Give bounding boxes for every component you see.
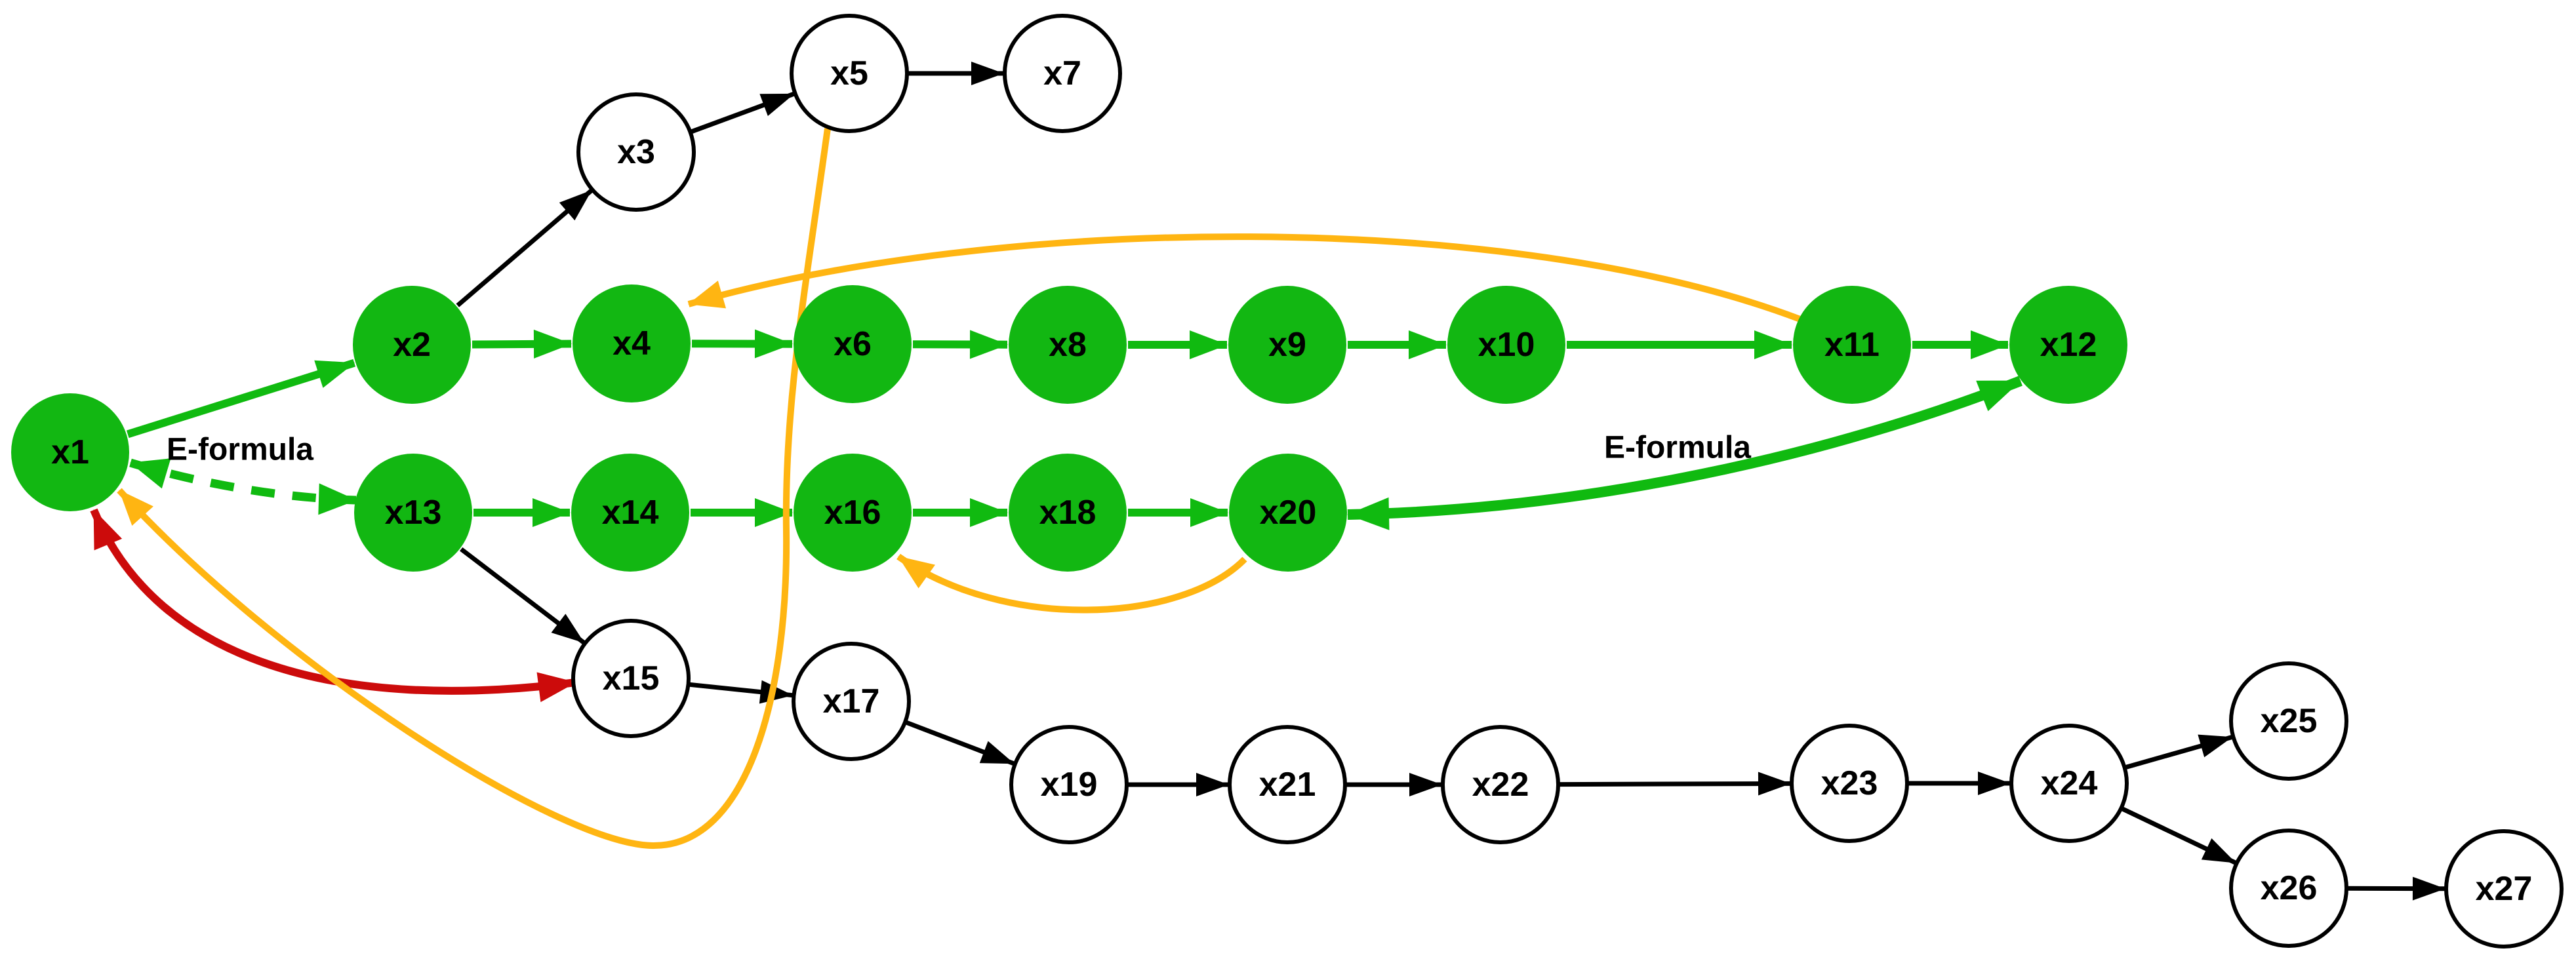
node-circle-x19 xyxy=(1009,725,1129,844)
node-circle-x12 xyxy=(2009,286,2127,404)
edge-x20-x12 xyxy=(1347,376,2023,530)
node-x6: x6 xyxy=(794,285,912,403)
node-label-x27: x27 xyxy=(2476,870,2533,908)
node-label-x9: x9 xyxy=(1268,326,1306,364)
node-circle-x18 xyxy=(1009,454,1127,572)
node-circle-x14 xyxy=(571,454,689,572)
node-x23: x23 xyxy=(1790,724,1909,843)
node-x12: x12 xyxy=(2009,286,2127,404)
node-label-x2: x2 xyxy=(393,326,431,364)
edge-label-x20-x12: E-formula xyxy=(1604,431,1751,465)
node-circle-x26 xyxy=(2229,829,2348,948)
node-x3: x3 xyxy=(576,92,696,212)
edge-x24-x25 xyxy=(2125,734,2233,770)
node-circle-x5 xyxy=(790,14,909,133)
edge-label-x1-x13: E-formula xyxy=(167,433,313,467)
node-label-x6: x6 xyxy=(834,325,872,363)
node-label-x4: x4 xyxy=(613,324,651,362)
node-circle-x20 xyxy=(1229,454,1347,572)
node-x11: x11 xyxy=(1793,286,1911,404)
node-label-x17: x17 xyxy=(823,682,880,720)
node-label-x23: x23 xyxy=(1821,764,1878,802)
node-x25: x25 xyxy=(2229,661,2348,781)
node-circle-x21 xyxy=(1228,725,1347,844)
node-label-x7: x7 xyxy=(1043,54,1081,92)
edge-x2-x4 xyxy=(472,329,573,359)
node-label-x22: x22 xyxy=(1472,766,1529,804)
edge-x15-x1 xyxy=(90,508,576,703)
node-label-x10: x10 xyxy=(1478,326,1535,364)
node-circle-x10 xyxy=(1447,286,1565,404)
edge-x1-x2 xyxy=(126,359,356,439)
node-label-x18: x18 xyxy=(1039,494,1097,532)
node-circle-x13 xyxy=(354,454,472,572)
edge-x2-x3 xyxy=(456,189,594,307)
node-x1: x1 xyxy=(11,393,129,511)
node-x19: x19 xyxy=(1009,725,1129,844)
node-label-x19: x19 xyxy=(1041,766,1098,804)
node-circle-x23 xyxy=(1790,724,1909,843)
node-x18: x18 xyxy=(1009,454,1127,572)
node-label-x16: x16 xyxy=(824,494,881,532)
node-label-x11: x11 xyxy=(1824,326,1880,364)
node-label-x13: x13 xyxy=(385,494,442,532)
edge-x3-x5 xyxy=(691,91,795,134)
node-label-x15: x15 xyxy=(603,659,660,697)
node-x7: x7 xyxy=(1003,14,1122,133)
node-x5: x5 xyxy=(790,14,909,133)
node-x8: x8 xyxy=(1009,286,1127,404)
node-x24: x24 xyxy=(2009,724,2129,843)
node-circle-x25 xyxy=(2229,661,2348,781)
edge-x22-x23 xyxy=(1559,772,1792,796)
node-label-x5: x5 xyxy=(830,54,868,92)
node-x4: x4 xyxy=(573,284,691,402)
node-circle-x16 xyxy=(794,454,912,572)
node-circle-x7 xyxy=(1003,14,1122,133)
node-label-x20: x20 xyxy=(1260,494,1317,532)
node-circle-x6 xyxy=(794,285,912,403)
node-circle-x11 xyxy=(1793,286,1911,404)
node-circle-x3 xyxy=(576,92,696,212)
node-x16: x16 xyxy=(794,454,912,572)
node-x26: x26 xyxy=(2229,829,2348,948)
node-label-x3: x3 xyxy=(617,133,655,171)
node-x27: x27 xyxy=(2444,829,2564,949)
node-circle-x8 xyxy=(1009,286,1127,404)
node-x14: x14 xyxy=(571,454,689,572)
node-x9: x9 xyxy=(1228,286,1346,404)
node-circle-x9 xyxy=(1228,286,1346,404)
node-x15: x15 xyxy=(571,619,691,738)
node-x21: x21 xyxy=(1228,725,1347,844)
node-circle-x4 xyxy=(573,284,691,402)
node-label-x24: x24 xyxy=(2041,764,2098,802)
node-circle-x22 xyxy=(1441,725,1560,844)
node-circle-x2 xyxy=(353,286,471,404)
node-label-x14: x14 xyxy=(602,494,659,532)
node-circle-x27 xyxy=(2444,829,2564,949)
node-x2: x2 xyxy=(353,286,471,404)
node-circle-x15 xyxy=(571,619,691,738)
node-circle-x1 xyxy=(11,393,129,511)
node-circle-x17 xyxy=(792,642,911,761)
edge-x24-x26 xyxy=(2121,806,2237,865)
node-x17: x17 xyxy=(792,642,911,761)
node-label-x21: x21 xyxy=(1259,766,1316,804)
node-circle-x24 xyxy=(2009,724,2129,843)
node-label-x8: x8 xyxy=(1049,326,1087,364)
edge-x17-x19 xyxy=(905,720,1015,766)
edge-x11-x4 xyxy=(687,233,1801,323)
node-label-x26: x26 xyxy=(2261,869,2318,907)
node-label-x1: x1 xyxy=(51,433,89,471)
node-label-x12: x12 xyxy=(2040,326,2097,364)
node-x22: x22 xyxy=(1441,725,1560,844)
node-x10: x10 xyxy=(1447,286,1565,404)
node-x13: x13 xyxy=(354,454,472,572)
node-label-x25: x25 xyxy=(2261,702,2318,740)
edge-x20-x16 xyxy=(896,553,1247,614)
node-x20: x20 xyxy=(1229,454,1347,572)
